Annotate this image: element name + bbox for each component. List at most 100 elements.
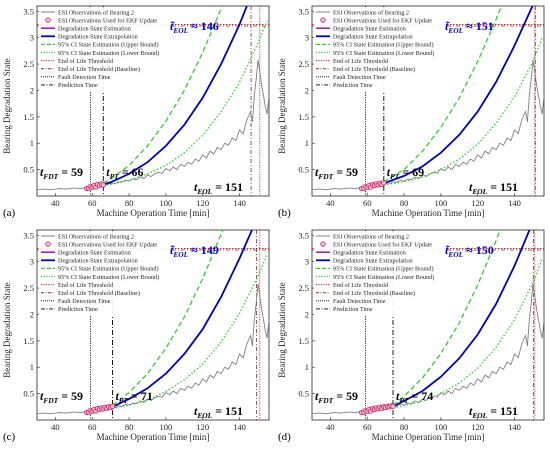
pt-annotation: tPT = 69	[387, 165, 424, 181]
legend-label: End of Life Threshold	[333, 58, 389, 65]
x-axis-label: Machine Operation Time [min]	[97, 432, 210, 442]
legend-box	[314, 7, 447, 91]
legend-label: Degradation State Estimation	[58, 250, 131, 257]
legend-label: ESI Observations Used for EKF Update	[333, 241, 432, 248]
y-tick-label: 1	[305, 138, 309, 148]
y-tick-label: 3.5	[23, 6, 34, 16]
lower-ci-line	[383, 37, 543, 186]
chart-panel: 40 60 80 100 120 140 0.5 1 1.5 2 2.5 3 3.5 Machine Op…	[277, 5, 545, 219]
legend-box	[39, 231, 172, 315]
legend-marker	[320, 17, 326, 23]
legend-label: ESI Observations Used for EKF Update	[58, 241, 157, 248]
legend-label: ESI Observations of Bearing 2	[58, 9, 134, 16]
y-tick-label: 2.5	[23, 283, 34, 293]
fdt-annotation: tFDT = 59	[40, 165, 83, 181]
x-tick-label: 120	[471, 422, 484, 432]
legend-label: Degradation State Extrapolation	[333, 258, 413, 265]
upper-ci-line	[383, 6, 503, 183]
legend-label: Degradation State Estimation	[58, 26, 131, 33]
legend-label: End of Life Threshold (Baseline)	[58, 290, 140, 297]
chart-panel: 40 60 80 100 120 140 0.5 1 1.5 2 2.5 3 3.5 Machine Op…	[277, 229, 545, 443]
legend-label: Prediction Time	[58, 82, 98, 89]
panel-label: (c)	[3, 431, 16, 443]
pt-annotation: tPT = 71	[115, 389, 152, 405]
x-tick-label: 40	[51, 198, 60, 208]
predicted-eol-annotation: t̃EOL ≈ 151	[445, 19, 494, 35]
upper-ci-line	[112, 230, 224, 406]
eol-annotation: tEOL = 151	[469, 180, 518, 196]
x-tick-label: 80	[125, 198, 134, 208]
legend-label: Degradation State Extrapolation	[58, 258, 138, 265]
y-axis-label: Bearing Degradation State	[277, 58, 287, 153]
x-tick-label: 40	[326, 422, 335, 432]
legend-label: ESI Observations of Bearing 2	[333, 9, 409, 16]
y-axis-label: Bearing Degradation State	[2, 282, 12, 377]
y-tick-label: 2	[30, 85, 34, 95]
y-tick-label: 3.5	[298, 6, 309, 16]
y-tick-label: 3	[30, 33, 34, 43]
y-tick-label: 3.5	[23, 230, 34, 240]
chart-panel: 40 60 80 100 120 140 0.5 1 1.5 2 2.5 3 3.5 Machine Op…	[2, 229, 270, 443]
legend-label: Degradation State Extrapolation	[333, 34, 413, 41]
y-tick-label: 2	[305, 309, 309, 319]
legend-label: End of Life Threshold	[333, 282, 389, 289]
legend-label: 95% CI State Estimation (Upper Bound)	[58, 42, 159, 49]
legend-label: End of Life Threshold (Baseline)	[333, 66, 415, 73]
y-tick-label: 1.5	[23, 336, 34, 346]
plot-content	[312, 230, 544, 420]
x-tick-label: 100	[160, 198, 173, 208]
upper-ci-line	[103, 6, 223, 184]
x-tick-label: 60	[88, 422, 97, 432]
y-tick-label: 2	[305, 85, 309, 95]
y-tick-label: 2	[30, 309, 34, 319]
eol-annotation: tEOL = 151	[194, 404, 243, 420]
legend-label: ESI Observations of Bearing 2	[58, 233, 134, 240]
legend-label: 95% CI State Estimation (Lower Bound)	[333, 50, 434, 57]
legend-label: ESI Observations Used for EKF Update	[333, 17, 432, 24]
fdt-annotation: tFDT = 59	[40, 389, 83, 405]
y-tick-label: 2.5	[23, 59, 34, 69]
y-tick-label: 1.5	[298, 336, 309, 346]
ekf-observation-point	[381, 180, 387, 186]
extrapolation-line	[392, 230, 531, 408]
panel-label: (b)	[278, 207, 291, 219]
legend-label: End of Life Threshold	[58, 282, 114, 289]
pt-annotation: tPT = 66	[106, 165, 143, 181]
x-tick-label: 120	[196, 422, 209, 432]
legend-label: 95% CI State Estimation (Lower Bound)	[58, 274, 159, 281]
eol-annotation: tEOL = 151	[469, 404, 518, 420]
y-axis-label: Bearing Degradation State	[277, 282, 287, 377]
legend-label: ESI Observations Used for EKF Update	[58, 17, 157, 24]
fdt-annotation: tFDT = 59	[315, 165, 358, 181]
panel-label: (d)	[278, 431, 291, 443]
eol-annotation: tEOL = 151	[194, 180, 243, 196]
legend-label: ESI Observations of Bearing 2	[333, 233, 409, 240]
upper-ci-line	[392, 230, 501, 406]
x-tick-label: 60	[363, 422, 372, 432]
legend-marker	[45, 17, 51, 23]
x-axis-label: Machine Operation Time [min]	[372, 432, 485, 442]
legend-label: Fault Detection Time	[58, 298, 111, 305]
y-tick-label: 1	[30, 362, 34, 372]
y-tick-label: 3	[305, 257, 309, 267]
y-tick-label: 1.5	[298, 112, 309, 122]
y-tick-label: 3.5	[298, 230, 309, 240]
y-tick-label: 3	[305, 33, 309, 43]
x-tick-label: 120	[471, 198, 484, 208]
legend-label: 95% CI State Estimation (Lower Bound)	[333, 274, 434, 281]
lower-ci-line	[103, 20, 268, 187]
y-tick-label: 3	[30, 257, 34, 267]
y-axis-label: Bearing Degradation State	[2, 58, 12, 153]
x-tick-label: 60	[88, 198, 97, 208]
y-tick-label: 1.5	[23, 112, 34, 122]
x-tick-label: 100	[160, 422, 173, 432]
x-tick-label: 140	[508, 198, 521, 208]
legend-label: Fault Detection Time	[333, 74, 386, 81]
legend-label: 95% CI State Estimation (Lower Bound)	[58, 50, 159, 57]
x-tick-label: 40	[326, 198, 335, 208]
x-tick-label: 80	[400, 198, 409, 208]
